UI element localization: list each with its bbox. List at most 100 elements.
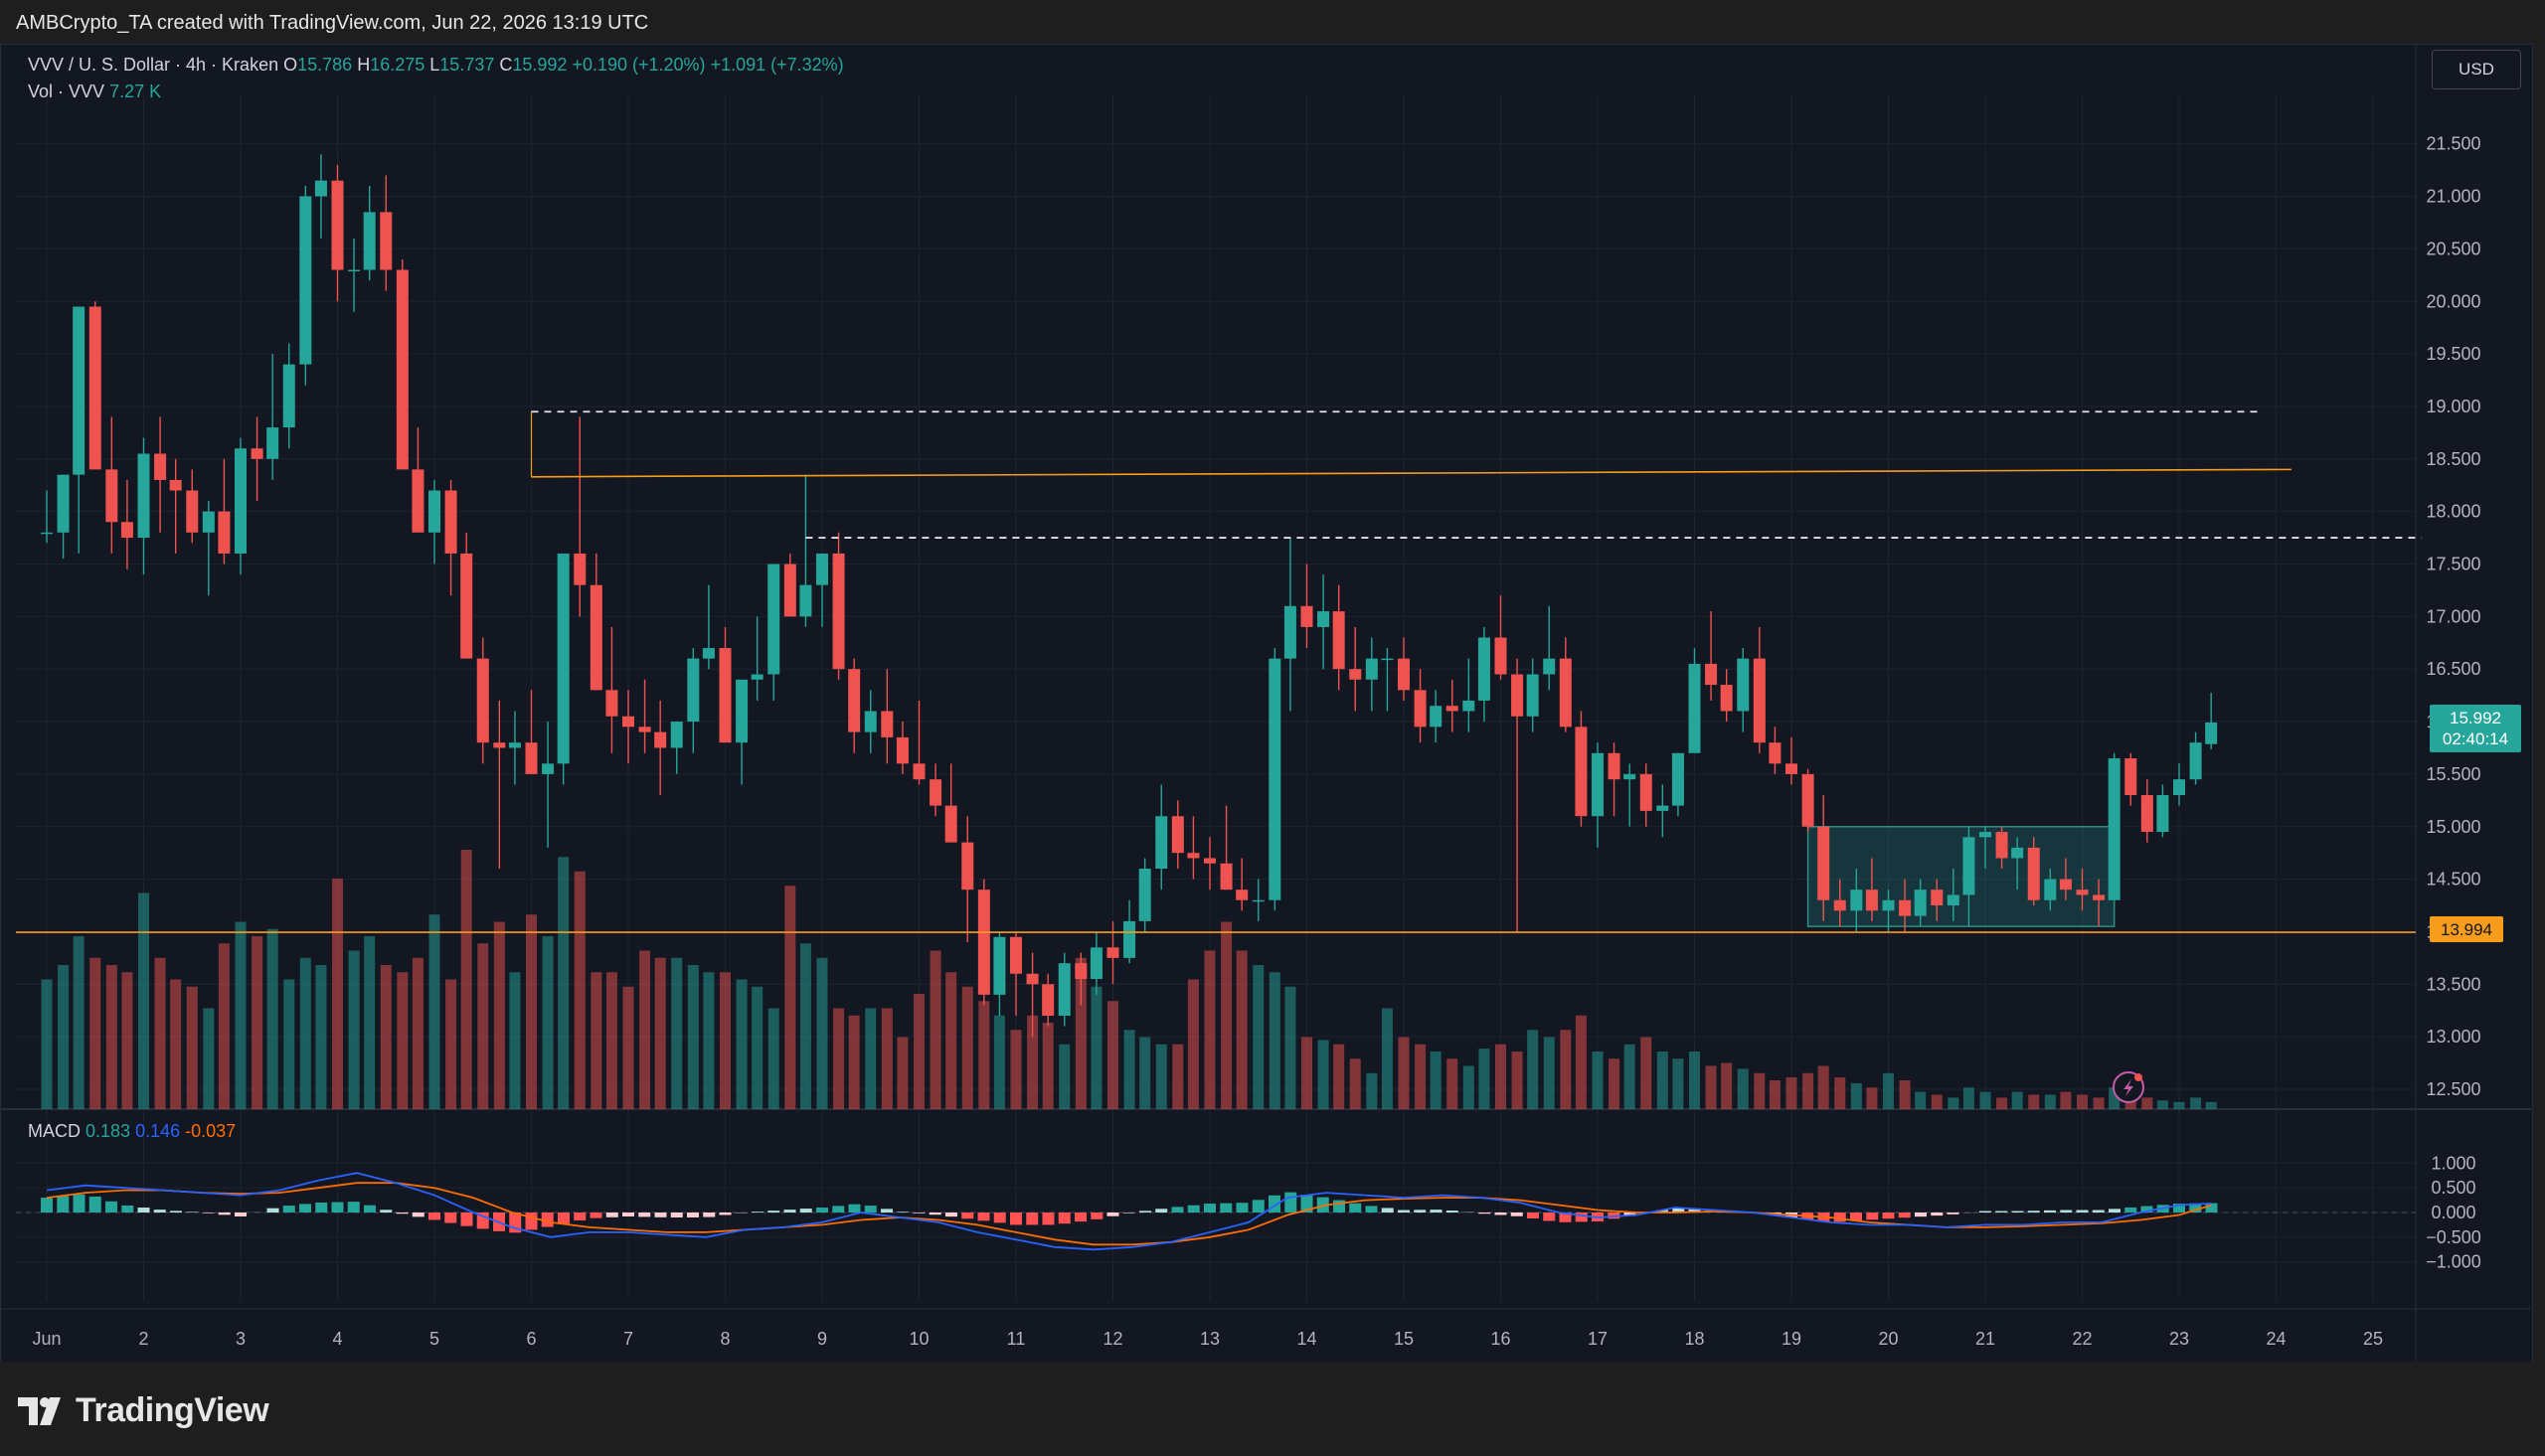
candle-body <box>476 658 489 743</box>
candle-body <box>702 648 715 659</box>
candle-body <box>1090 947 1103 980</box>
time-tick-label: 13 <box>1200 1329 1220 1349</box>
candle-body <box>1850 890 1863 911</box>
macd-histogram-bar <box>266 1208 279 1213</box>
candle-body <box>1075 963 1088 980</box>
macd-histogram-bar <box>1575 1213 1588 1222</box>
volume-bar <box>591 972 602 1109</box>
time-tick-label: 19 <box>1782 1329 1801 1349</box>
candle-body <box>2011 847 2024 859</box>
lightning-icon[interactable] <box>2113 1071 2144 1103</box>
price-tick-label: 15.000 <box>2426 817 2480 837</box>
macd-histogram-bar <box>347 1202 360 1213</box>
macd-histogram-bar <box>1656 1210 1668 1213</box>
candle-body <box>1365 658 1378 680</box>
change-value-2: +1.091 (+7.32%) <box>710 55 844 75</box>
candle-body <box>2044 879 2057 900</box>
candle-body <box>1623 773 1636 780</box>
macd-histogram-bar <box>105 1201 117 1213</box>
candle-body <box>1608 752 1620 780</box>
low-value: 15.737 <box>439 55 495 75</box>
candle-body <box>961 842 974 890</box>
price-tick-label: 18.000 <box>2426 502 2480 522</box>
volume-bar <box>1236 950 1248 1109</box>
currency-button[interactable]: USD <box>2432 50 2521 89</box>
volume-bar <box>2156 1100 2168 1109</box>
candle-body <box>767 564 780 675</box>
volume-bar <box>138 892 149 1109</box>
symbol-name[interactable]: VVV / U. S. Dollar · 4h · Kraken <box>28 55 279 75</box>
macd-histogram-bar <box>993 1213 1006 1223</box>
time-tick-label: 5 <box>429 1329 439 1349</box>
macd-histogram-bar <box>783 1210 796 1213</box>
candle-body <box>930 779 942 806</box>
volume-bar <box>1769 1080 1781 1109</box>
price-tick-label: 19.500 <box>2426 344 2480 364</box>
macd-tick-label: 1.000 <box>2431 1153 2475 1173</box>
candle-body <box>1332 611 1345 670</box>
candle-body <box>1477 637 1490 701</box>
candle-body <box>1979 832 1991 838</box>
macd-histogram-bar <box>1510 1213 1523 1216</box>
macd-histogram-bar <box>170 1211 182 1213</box>
price-tick-label: 20.000 <box>2426 291 2480 311</box>
volume-bar <box>2190 1097 2202 1109</box>
macd-tick-label: 0.000 <box>2431 1203 2475 1222</box>
candle-body <box>460 553 473 659</box>
macd-histogram-bar <box>2173 1204 2185 1213</box>
volume-bar <box>526 914 537 1109</box>
candle-body <box>154 453 167 480</box>
high-value: 16.275 <box>370 55 425 75</box>
volume-bar <box>1010 1030 1022 1109</box>
time-tick-label: 16 <box>1490 1329 1510 1349</box>
open-value: 15.786 <box>297 55 353 75</box>
chart-canvas[interactable]: 12.50013.00013.50014.00014.50015.00015.5… <box>0 44 2531 1362</box>
volume-bar <box>2011 1091 2023 1109</box>
macd-histogram-bar <box>1882 1213 1895 1219</box>
volume-bar <box>1834 1077 1846 1109</box>
candle-body <box>1914 890 1927 916</box>
volume-bar <box>865 1008 877 1109</box>
macd-histogram-bar <box>1365 1206 1378 1213</box>
macd-histogram-bar <box>2109 1209 2121 1213</box>
volume-bar <box>1592 1052 1604 1109</box>
volume-bars <box>41 850 2217 1109</box>
macd-tick-label: 0.500 <box>2431 1178 2475 1198</box>
price-tick-label: 12.500 <box>2426 1079 2480 1099</box>
candle-body <box>1381 658 1394 661</box>
volume-bar <box>1446 1058 1458 1109</box>
macd-label[interactable]: MACD <box>28 1121 81 1141</box>
tradingview-logo[interactable]: TradingView <box>18 1391 269 1430</box>
volume-bar <box>380 965 392 1109</box>
candle-body <box>1462 700 1475 712</box>
volume-bar <box>1802 1072 1814 1109</box>
macd-histogram-bar <box>1979 1211 1991 1213</box>
macd-histogram-bar <box>1106 1213 1119 1216</box>
candle-body <box>1187 853 1200 859</box>
volume-bar <box>186 986 198 1109</box>
candle-body <box>1947 894 1959 906</box>
macd-tick-label: −1.000 <box>2426 1252 2481 1272</box>
bar-countdown: 02:40:14 <box>2443 729 2508 748</box>
candle-body <box>1559 658 1572 728</box>
candle-body <box>913 763 926 780</box>
volume-bar <box>89 957 101 1109</box>
candle-body <box>331 180 344 270</box>
volume-bar <box>1623 1044 1635 1109</box>
macd-histogram-bar <box>1527 1213 1539 1218</box>
macd-histogram-bar <box>929 1213 941 1215</box>
volume-bar <box>1301 1037 1312 1109</box>
macd-histogram-bar <box>832 1206 845 1213</box>
candle-body <box>2059 879 2072 890</box>
volume-bar <box>1785 1077 1797 1109</box>
volume-bar <box>1123 1030 1135 1109</box>
macd-tick-label: −0.500 <box>2426 1227 2481 1247</box>
volume-bar <box>930 950 941 1109</box>
candle-body <box>590 584 602 691</box>
macd-histogram-bar <box>525 1213 538 1230</box>
macd-histogram-bar <box>1220 1203 1233 1213</box>
price-tick-label: 17.000 <box>2426 606 2480 626</box>
candle-body <box>235 448 247 554</box>
volume-label[interactable]: Vol · VVV <box>28 81 105 101</box>
macd-histogram-bar <box>1075 1213 1087 1222</box>
